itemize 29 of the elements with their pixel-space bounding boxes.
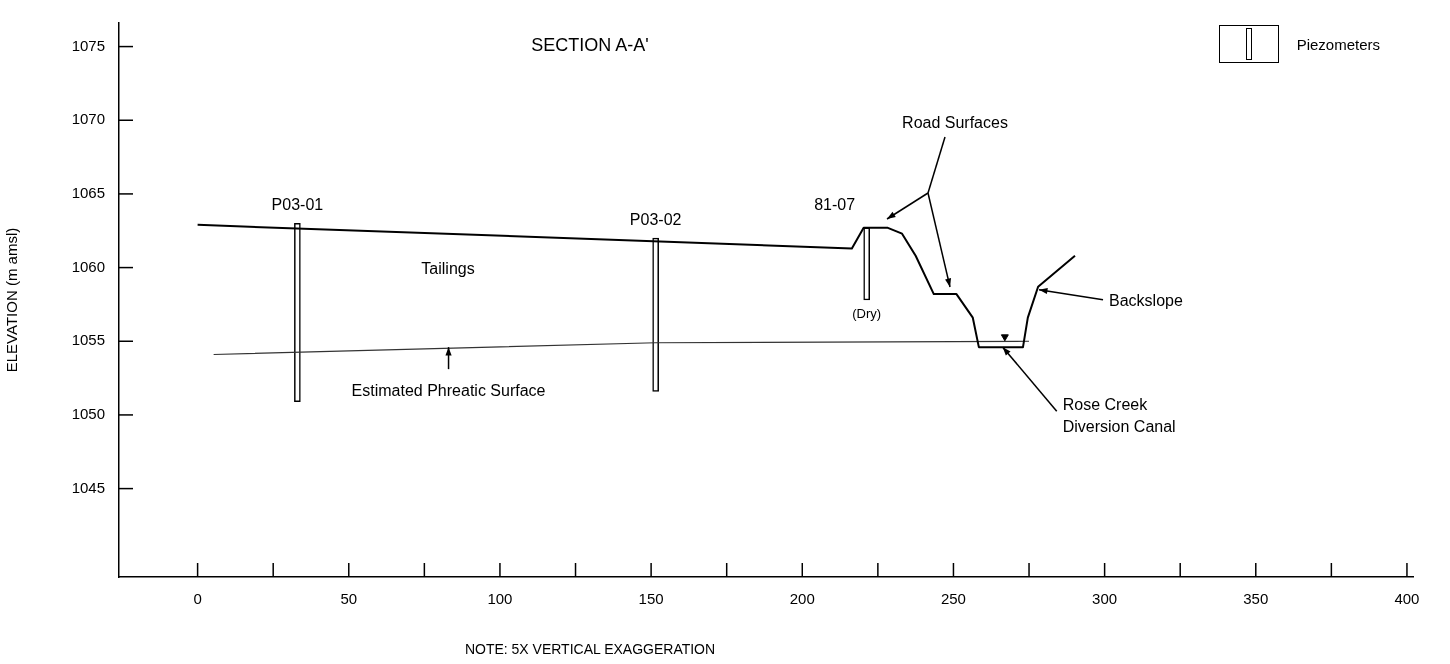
annotation: Road Surfaces — [902, 114, 1008, 132]
y-tick-label: 1050 — [71, 405, 105, 423]
y-axis-title: ELEVATION (m amsl) — [3, 227, 21, 373]
annotation: Backslope — [1109, 292, 1183, 310]
annotation: Tailings — [421, 260, 475, 278]
y-tick-label: 1045 — [71, 478, 105, 496]
x-tick-label: 150 — [638, 590, 664, 608]
text: Piezometers — [1296, 35, 1380, 53]
annotation: (Dry) — [852, 305, 882, 321]
x-tick-label: 400 — [1394, 590, 1420, 608]
x-tick-label: 350 — [1243, 590, 1269, 608]
y-tick-label: 1070 — [71, 110, 105, 128]
x-tick-label: 300 — [1092, 590, 1118, 608]
y-tick-label: 1075 — [71, 36, 105, 54]
x-tick-label: 200 — [789, 590, 815, 608]
text: NOTE: 5X VERTICAL EXAGGERATION — [464, 640, 716, 657]
x-tick-label: 0 — [193, 590, 202, 608]
annotation: P03-02 — [629, 210, 682, 228]
y-tick-label: 1060 — [71, 257, 105, 275]
y-tick-label: 1065 — [71, 184, 105, 202]
annotation: Estimated Phreatic Surface — [351, 381, 546, 399]
annotation: Rose Creek Diversion Canal — [1062, 395, 1176, 435]
y-tick-label: 1055 — [71, 331, 105, 349]
text: SECTION A-A' — [531, 34, 649, 55]
annotation: 81-07 — [814, 196, 856, 214]
x-tick-label: 100 — [487, 590, 513, 608]
annotation: P03-01 — [271, 195, 324, 213]
x-tick-label: 50 — [340, 590, 358, 608]
x-tick-label: 250 — [940, 590, 966, 608]
